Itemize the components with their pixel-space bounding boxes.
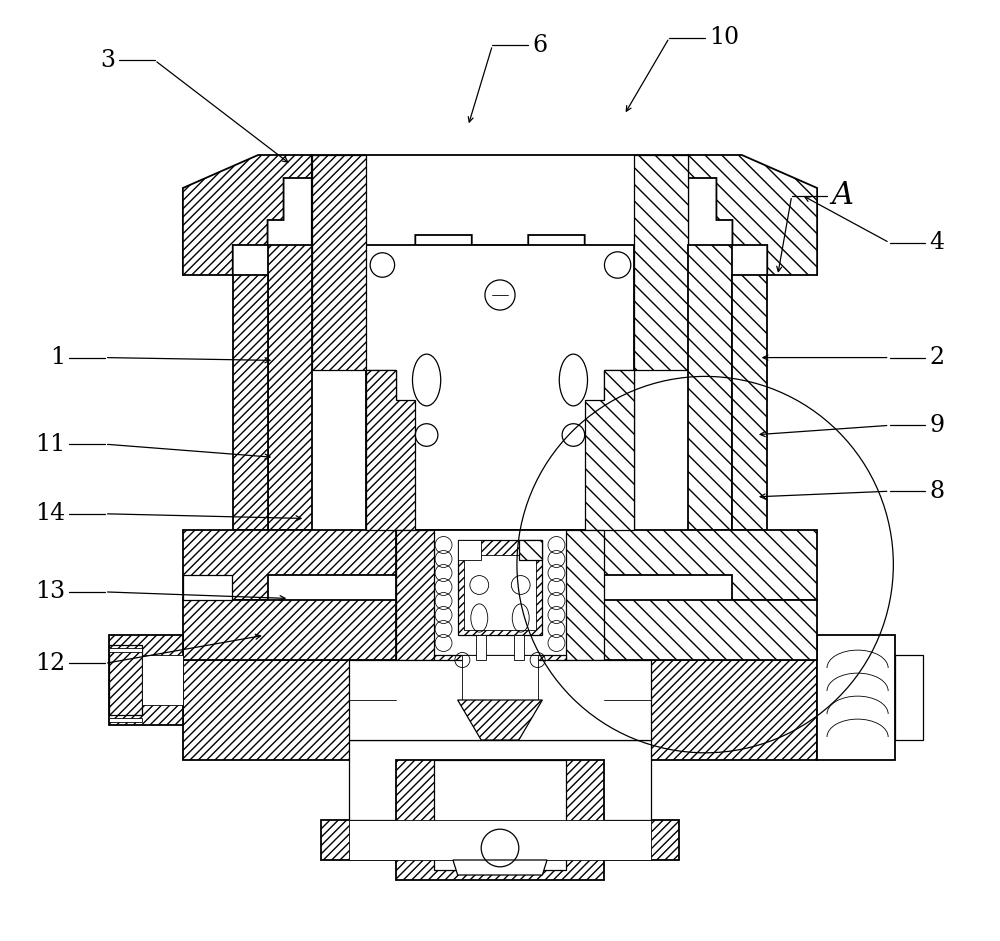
Text: 11: 11 xyxy=(35,433,65,455)
Polygon shape xyxy=(476,635,486,660)
Polygon shape xyxy=(585,370,634,530)
Polygon shape xyxy=(634,155,688,370)
Polygon shape xyxy=(233,275,268,530)
Text: 9: 9 xyxy=(929,414,944,437)
Polygon shape xyxy=(519,540,542,560)
Polygon shape xyxy=(366,370,396,530)
Polygon shape xyxy=(688,245,732,530)
Polygon shape xyxy=(183,530,396,600)
Polygon shape xyxy=(109,648,142,652)
Polygon shape xyxy=(434,760,566,870)
Polygon shape xyxy=(458,540,481,560)
Polygon shape xyxy=(109,718,142,722)
Polygon shape xyxy=(183,660,817,760)
Polygon shape xyxy=(366,245,634,530)
Polygon shape xyxy=(321,820,679,860)
Polygon shape xyxy=(396,530,604,660)
Polygon shape xyxy=(604,530,817,600)
Polygon shape xyxy=(183,155,312,275)
Polygon shape xyxy=(458,700,542,740)
Polygon shape xyxy=(514,635,524,660)
Polygon shape xyxy=(396,530,434,660)
Text: A: A xyxy=(831,181,853,211)
Text: 6: 6 xyxy=(532,34,547,56)
Polygon shape xyxy=(183,600,396,660)
Polygon shape xyxy=(732,275,767,530)
Polygon shape xyxy=(895,655,923,740)
Text: 2: 2 xyxy=(929,346,944,369)
Polygon shape xyxy=(817,635,895,760)
Polygon shape xyxy=(109,645,142,715)
Polygon shape xyxy=(462,655,538,700)
Polygon shape xyxy=(312,155,688,270)
Polygon shape xyxy=(604,600,817,660)
Polygon shape xyxy=(142,655,183,705)
Polygon shape xyxy=(183,575,232,600)
Text: 10: 10 xyxy=(709,26,739,49)
Text: 8: 8 xyxy=(929,480,944,502)
Polygon shape xyxy=(396,760,604,880)
Polygon shape xyxy=(566,530,604,660)
Polygon shape xyxy=(604,370,634,530)
Polygon shape xyxy=(349,820,651,860)
Polygon shape xyxy=(349,740,651,820)
Polygon shape xyxy=(434,655,566,700)
Text: 4: 4 xyxy=(929,231,944,254)
Circle shape xyxy=(604,252,631,279)
Polygon shape xyxy=(349,660,651,740)
Text: 3: 3 xyxy=(100,49,115,72)
Polygon shape xyxy=(464,555,536,630)
Text: 12: 12 xyxy=(35,652,65,675)
Text: 14: 14 xyxy=(35,502,65,525)
Polygon shape xyxy=(312,155,366,370)
Polygon shape xyxy=(109,635,183,725)
Text: 13: 13 xyxy=(35,581,65,603)
Polygon shape xyxy=(688,155,817,275)
Polygon shape xyxy=(453,860,547,875)
Text: 1: 1 xyxy=(50,346,65,369)
Polygon shape xyxy=(458,540,542,635)
Polygon shape xyxy=(268,245,312,530)
Polygon shape xyxy=(366,370,415,530)
Circle shape xyxy=(485,279,515,310)
